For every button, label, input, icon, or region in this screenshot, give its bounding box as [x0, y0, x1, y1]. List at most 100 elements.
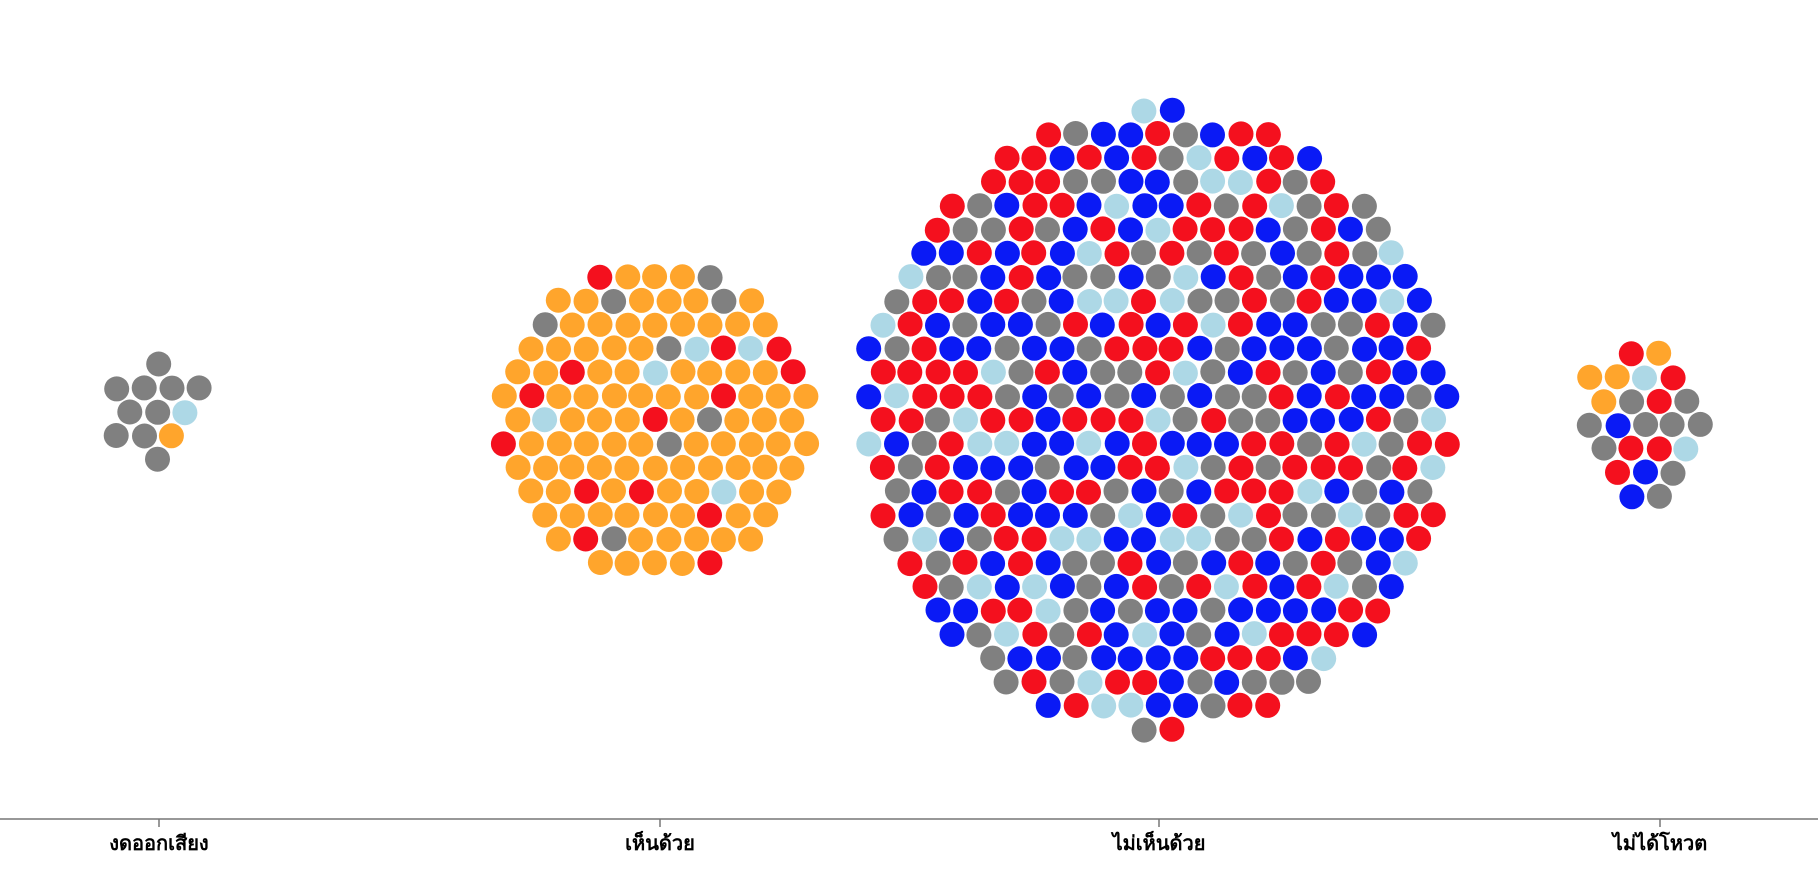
point-gray[interactable] [1158, 574, 1184, 599]
point-red[interactable] [1159, 240, 1185, 266]
point-red[interactable] [1227, 645, 1253, 671]
point-gray[interactable] [1337, 550, 1363, 576]
point-red[interactable] [1145, 121, 1171, 146]
point-blue[interactable] [1090, 597, 1116, 623]
point-blue[interactable] [1351, 384, 1377, 410]
point-red[interactable] [1310, 169, 1336, 195]
point-blue[interactable] [1214, 431, 1239, 457]
point-gray[interactable] [1158, 478, 1184, 504]
point-red[interactable] [1228, 265, 1254, 291]
point-red[interactable] [980, 502, 1006, 528]
point-red[interactable] [1118, 407, 1144, 433]
point-red[interactable] [1365, 598, 1391, 624]
point-orange[interactable] [1577, 364, 1603, 390]
point-blue[interactable] [1118, 264, 1144, 290]
point-orange[interactable] [628, 431, 654, 457]
point-red[interactable] [1036, 122, 1062, 148]
point-orange[interactable] [643, 502, 668, 528]
point-orange[interactable] [669, 264, 695, 290]
point-blue[interactable] [1200, 122, 1225, 148]
point-lightblue[interactable] [1200, 168, 1226, 194]
point-gray[interactable] [897, 454, 923, 480]
point-red[interactable] [1008, 407, 1034, 433]
point-red[interactable] [925, 359, 951, 385]
point-gray[interactable] [938, 574, 964, 600]
point-red[interactable] [981, 169, 1006, 195]
point-orange[interactable] [518, 336, 544, 362]
point-orange[interactable] [614, 550, 640, 576]
point-red[interactable] [1117, 551, 1143, 576]
point-orange[interactable] [1591, 389, 1617, 415]
point-gray[interactable] [1282, 169, 1308, 195]
point-orange[interactable] [669, 551, 695, 576]
point-red[interactable] [1324, 431, 1350, 457]
point-orange[interactable] [545, 287, 571, 313]
point-gray[interactable] [1352, 241, 1378, 267]
point-blue[interactable] [911, 479, 937, 505]
point-blue[interactable] [980, 455, 1006, 481]
point-orange[interactable] [725, 503, 751, 529]
point-blue[interactable] [1241, 336, 1267, 362]
point-red[interactable] [869, 454, 895, 480]
point-gray[interactable] [1310, 502, 1336, 528]
point-gray[interactable] [1255, 408, 1281, 434]
point-orange[interactable] [546, 384, 572, 409]
point-lightblue[interactable] [898, 264, 924, 290]
point-gray[interactable] [1337, 311, 1363, 337]
point-red[interactable] [1228, 550, 1254, 576]
point-blue[interactable] [856, 336, 882, 362]
point-lightblue[interactable] [1213, 574, 1239, 600]
point-red[interactable] [1323, 193, 1349, 219]
point-gray[interactable] [1407, 479, 1433, 505]
point-blue[interactable] [1378, 527, 1404, 553]
point-orange[interactable] [1646, 340, 1672, 366]
point-gray[interactable] [1063, 121, 1089, 146]
point-lightblue[interactable] [1241, 621, 1267, 647]
point-red[interactable] [1241, 287, 1267, 313]
point-orange[interactable] [628, 335, 654, 361]
point-gray[interactable] [924, 407, 950, 433]
point-gray[interactable] [1659, 412, 1685, 437]
point-orange[interactable] [683, 431, 709, 457]
point-blue[interactable] [1282, 264, 1308, 290]
point-red[interactable] [1076, 622, 1102, 647]
point-red[interactable] [1228, 455, 1254, 481]
point-gray[interactable] [1296, 240, 1322, 266]
point-red[interactable] [1434, 431, 1460, 457]
point-red[interactable] [1090, 216, 1116, 242]
point-gray[interactable] [1619, 389, 1645, 415]
point-lightblue[interactable] [1228, 502, 1254, 528]
point-gray[interactable] [1090, 550, 1115, 576]
point-gray[interactable] [1173, 169, 1199, 195]
point-gray[interactable] [1200, 693, 1226, 719]
point-gray[interactable] [132, 423, 157, 449]
point-lightblue[interactable] [1227, 170, 1253, 195]
point-blue[interactable] [1351, 525, 1377, 551]
point-red[interactable] [966, 240, 992, 266]
point-red[interactable] [1144, 455, 1170, 481]
point-gray[interactable] [952, 217, 978, 243]
point-gray[interactable] [1365, 502, 1391, 528]
point-lightblue[interactable] [1118, 503, 1144, 529]
point-red[interactable] [1049, 479, 1074, 505]
point-red[interactable] [1172, 503, 1198, 529]
point-red[interactable] [1214, 146, 1240, 172]
point-gray[interactable] [1200, 359, 1226, 385]
point-lightblue[interactable] [1351, 431, 1377, 457]
point-red[interactable] [1605, 459, 1630, 485]
point-gray[interactable] [1214, 526, 1240, 552]
point-red[interactable] [1365, 406, 1391, 432]
point-lightblue[interactable] [643, 360, 668, 386]
point-gray[interactable] [1172, 406, 1198, 432]
point-lightblue[interactable] [1200, 312, 1226, 338]
point-blue[interactable] [1269, 574, 1295, 600]
point-blue[interactable] [953, 598, 979, 624]
point-gray[interactable] [1241, 527, 1267, 552]
point-orange[interactable] [684, 479, 710, 504]
point-blue[interactable] [980, 312, 1006, 337]
point-red[interactable] [912, 289, 938, 315]
point-gray[interactable] [117, 399, 143, 425]
point-red[interactable] [587, 264, 613, 290]
point-red[interactable] [1090, 407, 1116, 433]
point-blue[interactable] [1131, 527, 1156, 553]
